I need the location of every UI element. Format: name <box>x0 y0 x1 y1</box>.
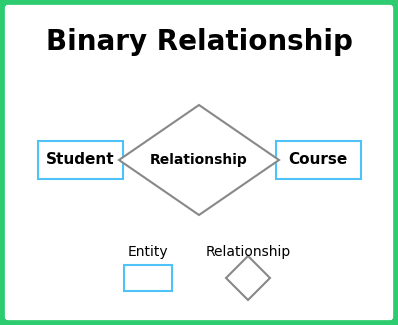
Text: Course: Course <box>289 152 347 167</box>
Text: Relationship: Relationship <box>150 153 248 167</box>
Polygon shape <box>226 256 270 300</box>
FancyBboxPatch shape <box>124 265 172 291</box>
FancyBboxPatch shape <box>37 141 123 179</box>
Text: Entity: Entity <box>128 245 168 259</box>
Polygon shape <box>119 105 279 215</box>
FancyBboxPatch shape <box>275 141 361 179</box>
Text: Student: Student <box>46 152 114 167</box>
Text: Relationship: Relationship <box>205 245 291 259</box>
Text: Binary Relationship: Binary Relationship <box>45 28 353 56</box>
